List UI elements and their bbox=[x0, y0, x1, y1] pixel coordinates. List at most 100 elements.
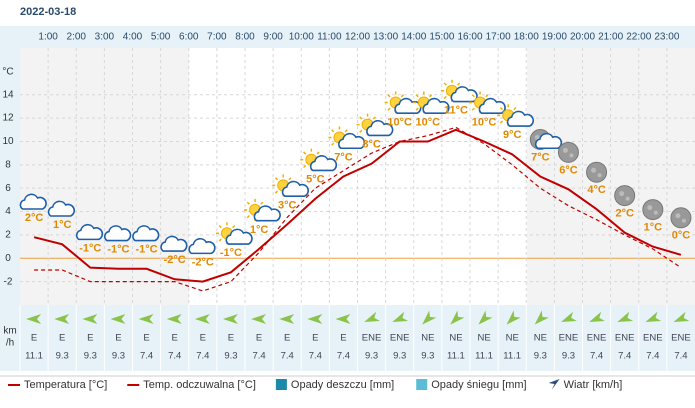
x-tick-label: 4:00 bbox=[123, 32, 143, 43]
wind-speed: 9.3 bbox=[56, 351, 69, 362]
sun-ray bbox=[303, 151, 307, 155]
wind-arrow-shape bbox=[450, 310, 465, 325]
weather-icon bbox=[215, 222, 253, 245]
x-tick-label: 12:00 bbox=[345, 32, 370, 43]
moon-crater bbox=[562, 147, 568, 153]
weather-icon bbox=[557, 141, 579, 163]
x-tick-label: 14:00 bbox=[401, 32, 426, 43]
cloud-icon bbox=[506, 110, 534, 127]
sun-ray bbox=[303, 164, 307, 169]
temperature-label: 10°C bbox=[472, 116, 497, 128]
moon-crater bbox=[653, 210, 658, 215]
temperature-label: 2°C bbox=[615, 207, 634, 219]
wind-arrow bbox=[194, 314, 210, 324]
y-tick-label: 12 bbox=[2, 113, 14, 124]
sun-ray bbox=[359, 116, 363, 120]
temperature-label: -1°C bbox=[79, 243, 101, 255]
wind-direction: E bbox=[115, 333, 121, 344]
x-tick-label: 17:00 bbox=[486, 32, 511, 43]
wind-speed: 7.4 bbox=[674, 351, 687, 362]
wind-direction: E bbox=[200, 333, 206, 344]
temperature-label: 1°C bbox=[644, 221, 663, 233]
temperature-label: 8°C bbox=[362, 139, 381, 151]
wind-arrow bbox=[617, 311, 634, 323]
x-tick-label: 15:00 bbox=[429, 32, 454, 43]
temperature-label: 2°C bbox=[25, 212, 44, 224]
wind-arrow-shape bbox=[335, 314, 351, 324]
x-tick-label: 11:00 bbox=[317, 32, 342, 43]
y-tick-label: -2 bbox=[4, 276, 13, 287]
cloud-icon bbox=[47, 200, 75, 217]
weather-icon bbox=[440, 79, 478, 103]
cloud-icon bbox=[309, 155, 338, 172]
cloud-icon bbox=[19, 193, 47, 210]
cloud-icon bbox=[160, 235, 188, 252]
wind-arrow bbox=[392, 311, 409, 323]
weather-icon bbox=[104, 225, 132, 242]
wind-direction: ENE bbox=[671, 333, 691, 344]
temperature-label: 0°C bbox=[672, 230, 691, 242]
x-tick-label: 2:00 bbox=[67, 32, 87, 43]
x-tick-label: 16:00 bbox=[457, 32, 482, 43]
hour-band bbox=[0, 26, 695, 48]
wind-arrow bbox=[307, 314, 323, 324]
wind-arrow-shape bbox=[534, 310, 549, 325]
legend-label: Wiatr [km/h] bbox=[564, 379, 623, 391]
wind-arrow bbox=[450, 310, 465, 325]
y-tick-label: 0 bbox=[5, 253, 11, 264]
wind-arrow-shape bbox=[478, 310, 493, 325]
axis-band bbox=[0, 48, 20, 305]
cloud-icon bbox=[75, 224, 104, 241]
x-tick-label: 8:00 bbox=[235, 32, 255, 43]
wind-arrow bbox=[82, 314, 98, 324]
x-tick-label: 10:00 bbox=[289, 32, 314, 43]
wind-arrow-shape bbox=[645, 311, 662, 323]
x-tick-label: 3:00 bbox=[95, 32, 115, 43]
sun-ray bbox=[499, 106, 504, 111]
wind-arrow-shape bbox=[222, 314, 238, 324]
moon-icon bbox=[670, 207, 692, 229]
sun-ray bbox=[485, 94, 489, 98]
weather-icon bbox=[586, 161, 608, 183]
series-line bbox=[33, 128, 682, 283]
wind-direction: ENE bbox=[390, 333, 410, 344]
wind-arrow-shape bbox=[392, 311, 409, 323]
wind-arrow bbox=[645, 311, 662, 323]
legend-label: Opady deszczu [mm] bbox=[291, 379, 394, 391]
wind-speed: 11.1 bbox=[25, 351, 43, 362]
weather-icon bbox=[670, 207, 692, 229]
sun-ray bbox=[443, 82, 447, 86]
wind-unit: /h bbox=[6, 338, 14, 349]
temperature-label: 5°C bbox=[306, 174, 325, 186]
wind-direction: E bbox=[256, 333, 262, 344]
sun-ray bbox=[246, 215, 250, 219]
wind-arrow bbox=[251, 314, 267, 324]
wind-arrow-shape bbox=[251, 314, 267, 324]
wind-arrow-shape bbox=[110, 314, 126, 324]
y-tick-label: 2 bbox=[5, 230, 11, 241]
legend-swatch bbox=[548, 379, 560, 390]
temperature-label: -1°C bbox=[136, 244, 158, 256]
moon-icon bbox=[557, 141, 579, 163]
wind-arrow bbox=[166, 314, 182, 324]
wind-arrow-shape bbox=[422, 310, 437, 325]
weather-icon bbox=[469, 91, 506, 115]
y-tick-label: 14 bbox=[2, 89, 14, 100]
cloud-icon bbox=[225, 228, 253, 245]
weather-icon bbox=[497, 104, 534, 127]
temperature-label: 7°C bbox=[531, 151, 550, 163]
weather-icon bbox=[188, 238, 216, 255]
wind-arrow-shape bbox=[589, 311, 605, 323]
wind-speed: 9.3 bbox=[393, 351, 406, 362]
sun-ray bbox=[400, 94, 404, 98]
x-tick-label: 18:00 bbox=[514, 32, 539, 43]
x-tick-label: 22:00 bbox=[626, 32, 651, 43]
temperature-label: 4°C bbox=[587, 184, 606, 196]
wind-direction: ENE bbox=[559, 333, 579, 344]
wind-direction: NE bbox=[477, 333, 490, 344]
series-line bbox=[34, 126, 682, 292]
cloud-icon bbox=[366, 120, 394, 137]
cloud-icon bbox=[534, 132, 563, 150]
cloud-icon bbox=[338, 132, 366, 150]
x-tick-label: 21:00 bbox=[598, 32, 623, 43]
